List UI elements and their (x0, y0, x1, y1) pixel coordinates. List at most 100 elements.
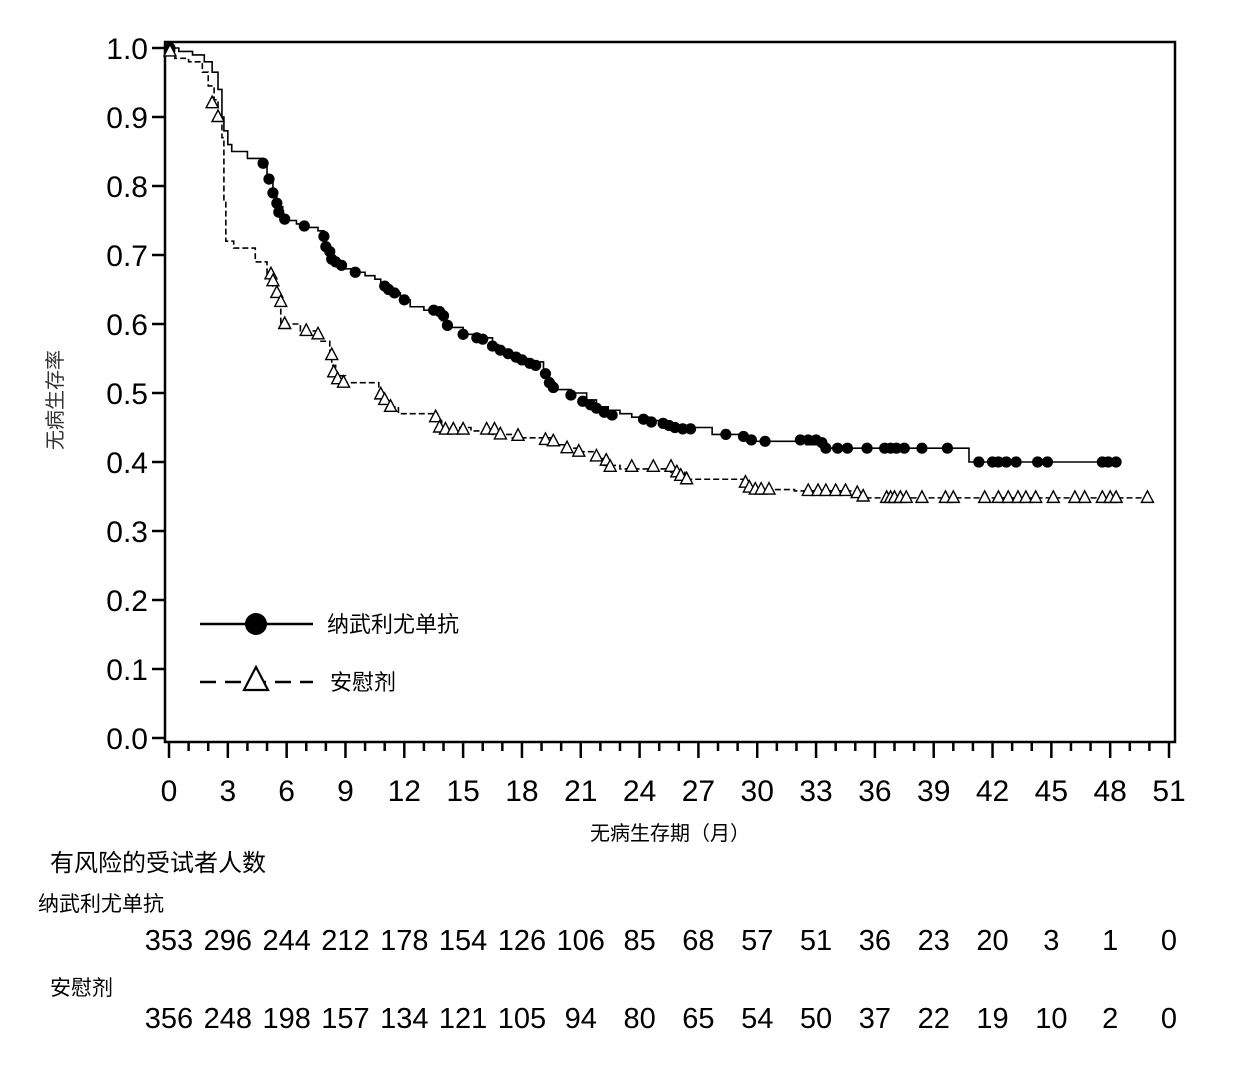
risk-count: 356 (144, 1003, 194, 1035)
censor-point-nivolumab (898, 442, 910, 454)
censor-point-placebo (899, 489, 914, 504)
survival-chart: 0.00.10.20.30.40.50.60.70.80.91.0 0 3 6 9 12… (43, 33, 1186, 845)
x-tick-label: 51 (1152, 775, 1185, 808)
censor-point-nivolumab (684, 423, 697, 435)
y-tick-label: 0.3 (106, 516, 148, 549)
censor-point-placebo (1140, 489, 1155, 504)
legend-marker-triangle (242, 664, 270, 692)
censor-point-placebo (336, 374, 351, 388)
x-tick-label: 27 (682, 775, 715, 808)
risk-count: 3 (1043, 925, 1060, 957)
censor-point-nivolumab (565, 389, 577, 401)
censor-point-nivolumab (457, 328, 469, 340)
risk-count: 296 (203, 925, 253, 957)
censor-point-placebo (204, 94, 220, 109)
censor-point-placebo (265, 272, 281, 287)
censor-point-placebo (801, 482, 816, 497)
risk-row-label-nivolumab: 纳武利尤单抗 (38, 892, 164, 916)
censor-point-placebo (1018, 489, 1034, 504)
censor-point-placebo (377, 391, 392, 406)
x-tick-label: 3 (219, 775, 236, 808)
y-tick-label: 0.4 (106, 447, 148, 480)
plot-frame (163, 40, 1177, 744)
censor-point-nivolumab (318, 230, 330, 242)
x-tick-label: 0 (161, 775, 178, 808)
y-tick-label: 0.9 (106, 102, 148, 135)
censor-point-nivolumab (973, 456, 985, 468)
censor-point-nivolumab (820, 442, 832, 454)
risk-count: 198 (262, 1003, 311, 1035)
y-tick-label: 0.0 (106, 723, 148, 756)
y-tick-label: 0.7 (106, 240, 148, 273)
censor-point-placebo (538, 431, 553, 446)
risk-count: 126 (497, 925, 547, 957)
risk-count: 10 (1035, 1003, 1068, 1035)
risk-count: 0 (1160, 925, 1178, 957)
y-tick-label: 0.2 (106, 585, 148, 618)
risk-count: 19 (976, 1003, 1009, 1035)
risk-count: 36 (858, 925, 892, 957)
censor-point-placebo (603, 458, 618, 473)
censor-point-nivolumab (745, 434, 757, 446)
censor-point-nivolumab (477, 333, 489, 345)
censor-point-placebo (310, 325, 326, 340)
censor-point-placebo (589, 447, 604, 462)
legend-label-nivolumab: 纳武利尤单抗 (327, 613, 459, 638)
censor-point-nivolumab (1041, 456, 1054, 468)
risk-count: 51 (799, 925, 833, 957)
censor-point-placebo (1077, 489, 1092, 504)
y-tick-label: 1.0 (106, 33, 148, 66)
censor-point-placebo (1108, 489, 1124, 504)
risk-count: 248 (203, 1003, 253, 1035)
risk-count: 54 (741, 1003, 774, 1035)
risk-table-title: 有风险的受试者人数 (50, 849, 266, 877)
risk-count: 68 (682, 925, 715, 957)
censor-point-nivolumab (388, 287, 401, 299)
censor-point-placebo (210, 108, 226, 123)
censor-point-nivolumab (794, 434, 806, 446)
censor-point-nivolumab (298, 220, 310, 232)
censor-point-nivolumab (1110, 456, 1122, 468)
risk-count: 85 (623, 925, 656, 957)
y-axis: 0.0 0.1 0.2 0.3 0.4 0.5 0.6 0.7 0.8 0.9 1.0 (106, 33, 165, 756)
censor-point-placebo (838, 482, 853, 497)
risk-count: 106 (556, 925, 605, 957)
censor-point-nivolumab (257, 157, 269, 169)
censor-point-nivolumab (437, 310, 450, 322)
censor-point-placebo (510, 427, 526, 441)
censor-point-nivolumab (1032, 456, 1044, 468)
censor-point-placebo (428, 408, 443, 423)
y-axis-title: 无病生存率 (43, 350, 67, 450)
risk-count: 23 (917, 925, 950, 957)
censor-point-placebo (663, 458, 679, 473)
x-tick-label: 36 (858, 775, 891, 808)
series-line-nivolumab (169, 47, 1119, 463)
censor-point-placebo (624, 458, 639, 473)
x-tick-label: 12 (388, 775, 421, 808)
risk-count: 212 (321, 925, 370, 957)
censor-point-nivolumab (267, 187, 279, 199)
series-line-placebo (169, 50, 1150, 499)
censor-point-nivolumab (916, 442, 928, 454)
censor-point-placebo (269, 284, 284, 299)
legend-marker-circle (245, 613, 267, 635)
censor-point-nivolumab (759, 435, 771, 447)
censor-point-placebo (324, 346, 339, 361)
censor-point-nivolumab (606, 409, 618, 421)
x-tick-label: 30 (741, 775, 774, 808)
censor-point-nivolumab (441, 319, 454, 331)
censor-point-placebo (679, 470, 694, 485)
x-axis-title: 无病生存期（月） (590, 821, 750, 845)
risk-count: 65 (682, 1003, 715, 1035)
x-tick-label: 24 (623, 775, 656, 808)
censor-point-nivolumab (530, 359, 542, 371)
censor-point-nivolumab (271, 197, 283, 209)
censor-point-nivolumab (802, 434, 814, 446)
censor-point-nivolumab (1000, 456, 1012, 468)
censor-point-nivolumab (832, 442, 844, 454)
risk-row-label-placebo: 安慰剂 (50, 976, 113, 1000)
y-tick-label: 0.6 (106, 309, 148, 342)
censor-point-placebo (455, 421, 471, 435)
censor-point-nivolumab (263, 173, 275, 185)
censor-point-nivolumab (547, 381, 559, 394)
